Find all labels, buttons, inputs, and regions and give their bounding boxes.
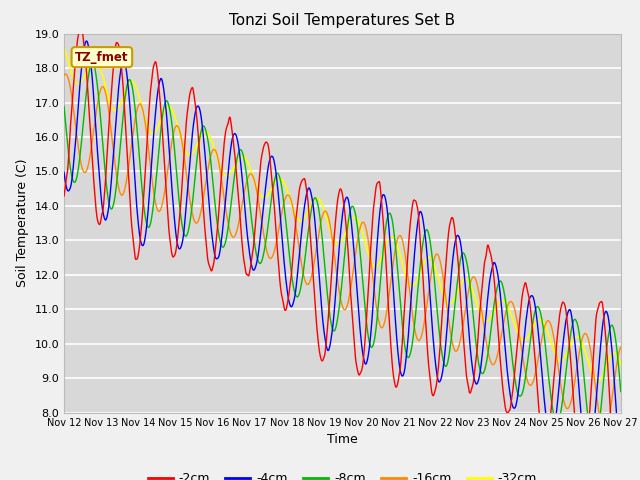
- Legend: -2cm, -4cm, -8cm, -16cm, -32cm: -2cm, -4cm, -8cm, -16cm, -32cm: [143, 467, 542, 480]
- Y-axis label: Soil Temperature (C): Soil Temperature (C): [16, 159, 29, 288]
- Text: TZ_fmet: TZ_fmet: [75, 51, 129, 64]
- X-axis label: Time: Time: [327, 433, 358, 446]
- Title: Tonzi Soil Temperatures Set B: Tonzi Soil Temperatures Set B: [229, 13, 456, 28]
